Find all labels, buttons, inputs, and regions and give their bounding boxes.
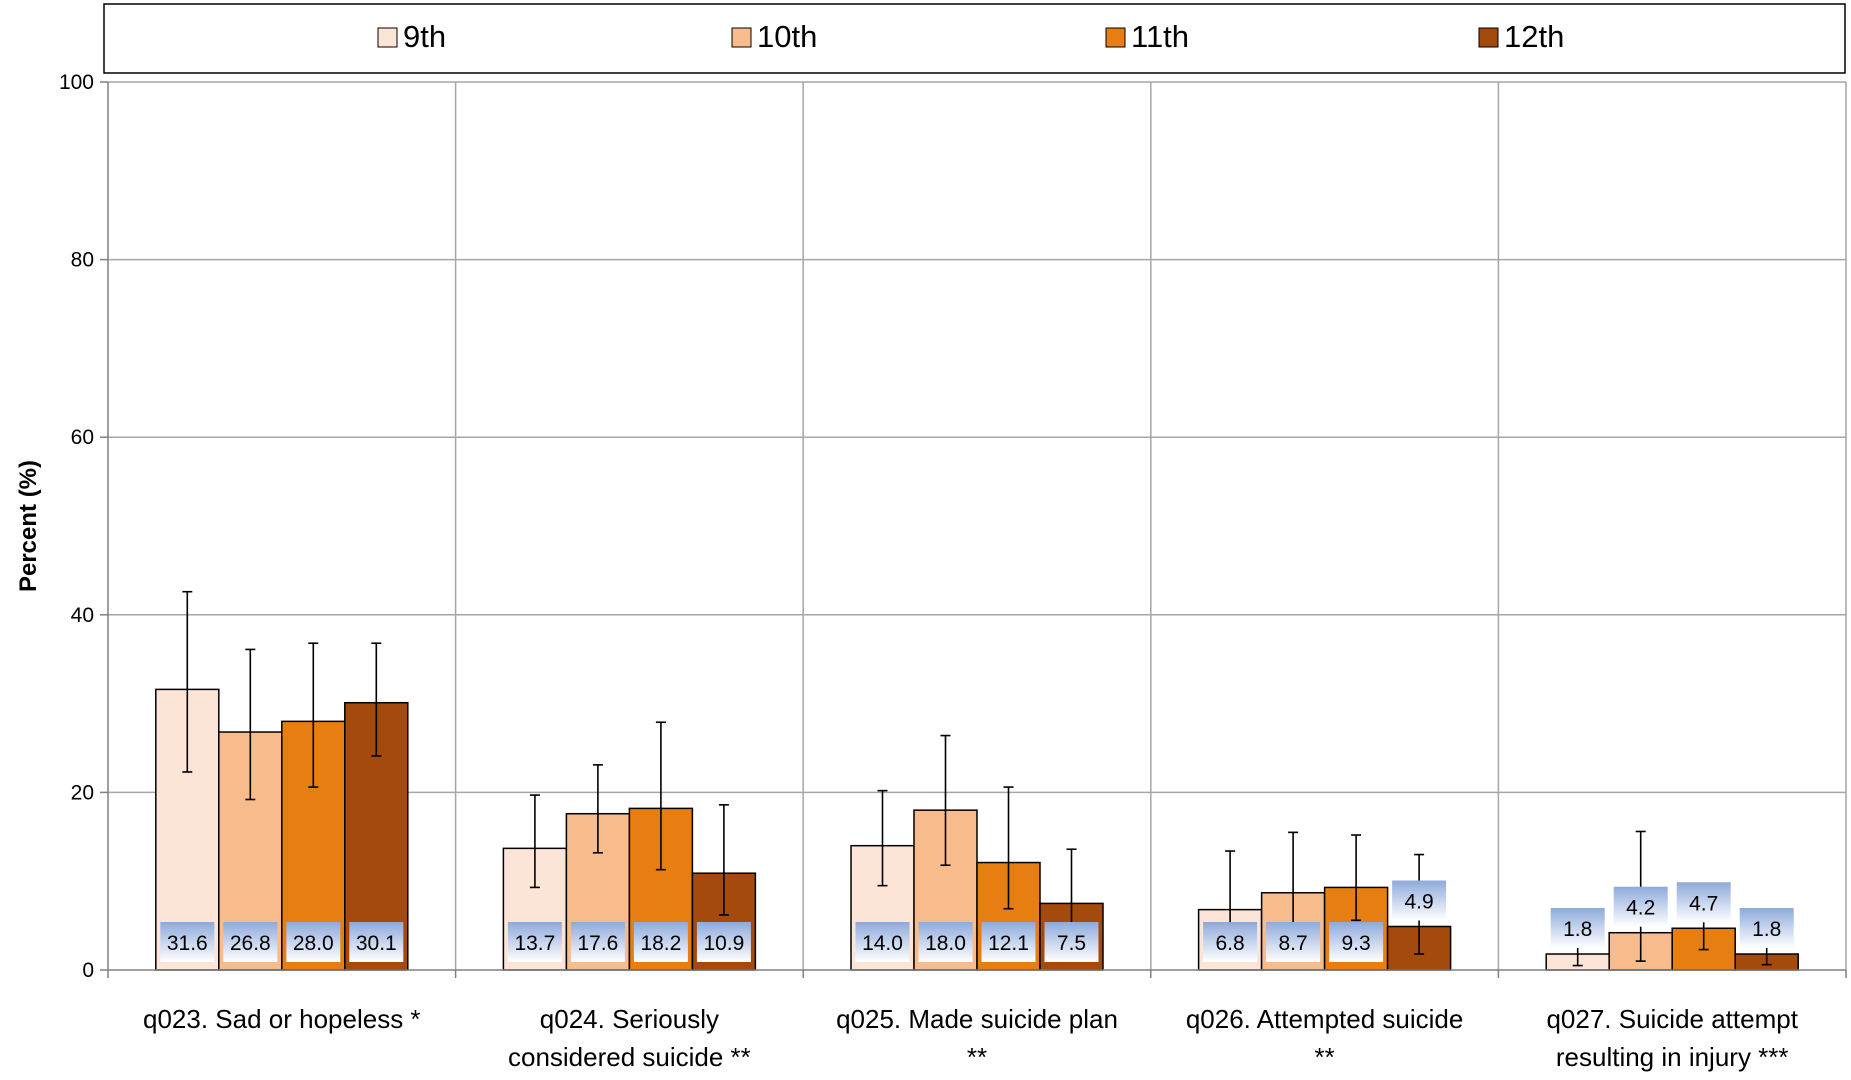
category-label: q024. Seriously <box>540 1004 719 1034</box>
data-label: 17.6 <box>577 932 618 955</box>
data-label: 10.9 <box>703 932 744 955</box>
axes: 0 20 40 60 80 100 q023. Sad or hopeless * q024.… <box>15 71 1847 1072</box>
legend-label-3: 11th <box>1131 19 1189 54</box>
category-label: considered suicide ** <box>508 1042 751 1072</box>
data-label: 26.8 <box>230 932 271 955</box>
data-label: 1.8 <box>1752 918 1781 941</box>
data-label: 13.7 <box>514 932 555 955</box>
data-label: 8.7 <box>1278 932 1307 955</box>
data-label: 1.8 <box>1563 918 1592 941</box>
y-axis-title: Percent (%) <box>15 460 42 592</box>
legend-swatch-1 <box>377 27 398 48</box>
y-tick-label: 100 <box>59 71 94 94</box>
data-label: 18.2 <box>640 932 681 955</box>
data-label-box <box>1329 922 1384 962</box>
legend-swatch-3 <box>1105 27 1126 48</box>
data-label-box <box>223 922 278 962</box>
category-label: ** <box>967 1042 987 1072</box>
data-label-box <box>349 922 404 962</box>
category-label: q026. Attempted suicide <box>1186 1004 1464 1034</box>
data-label: 14.0 <box>862 932 903 955</box>
data-label-box <box>633 922 688 962</box>
legend-swatch-2 <box>731 27 752 48</box>
data-label: 4.7 <box>1689 892 1718 915</box>
data-label-box <box>1550 908 1605 949</box>
data-label-box <box>570 922 625 962</box>
category-label: q023. Sad or hopeless * <box>143 1004 421 1034</box>
data-label-box <box>1044 922 1099 962</box>
data-label: 9.3 <box>1341 932 1370 955</box>
data-label: 6.8 <box>1215 932 1244 955</box>
data-label: 30.1 <box>356 932 397 955</box>
data-label-box <box>1392 880 1447 921</box>
data-label-box <box>1203 922 1258 962</box>
category-label: q025. Made suicide plan <box>836 1004 1118 1034</box>
data-label: 28.0 <box>293 932 334 955</box>
legend-label-2: 10th <box>757 19 817 54</box>
category-label: resulting in injury *** <box>1556 1042 1789 1072</box>
legend: 9th 10th 11th 12th <box>103 3 1846 74</box>
data-label-box <box>696 922 751 962</box>
data-label-box <box>1613 886 1668 927</box>
legend-label-4: 12th <box>1504 19 1564 54</box>
data-label: 4.2 <box>1626 897 1655 920</box>
data-label: 18.0 <box>925 932 966 955</box>
data-label-box <box>1676 882 1731 923</box>
category-label: q027. Suicide attempt <box>1546 1004 1798 1034</box>
data-label-box <box>855 922 910 962</box>
data-label-box <box>286 922 341 962</box>
y-tick-label: 60 <box>71 426 94 449</box>
gridlines <box>108 81 1847 970</box>
y-tick-label: 20 <box>71 781 94 804</box>
data-label-box <box>1739 908 1794 949</box>
data-label-box <box>981 922 1036 962</box>
y-tick-label: 0 <box>82 959 94 982</box>
data-label-box <box>507 922 562 962</box>
data-label-box <box>1266 922 1321 962</box>
y-tick-label: 80 <box>71 249 94 272</box>
data-label: 31.6 <box>167 932 208 955</box>
legend-swatch-4 <box>1478 27 1499 48</box>
legend-label-1: 9th <box>403 19 446 54</box>
data-label-box <box>160 922 215 962</box>
legend-box <box>103 3 1846 74</box>
data-label: 4.9 <box>1404 890 1433 913</box>
category-label: ** <box>1314 1042 1334 1072</box>
data-label-box <box>918 922 973 962</box>
data-label: 7.5 <box>1057 932 1086 955</box>
data-label: 12.1 <box>988 932 1029 955</box>
y-tick-label: 40 <box>71 604 94 627</box>
data-labels: 31.6 26.8 28.0 30.1 13.7 17.6 18.2 10.9 14.0 18.0… <box>160 880 1794 962</box>
